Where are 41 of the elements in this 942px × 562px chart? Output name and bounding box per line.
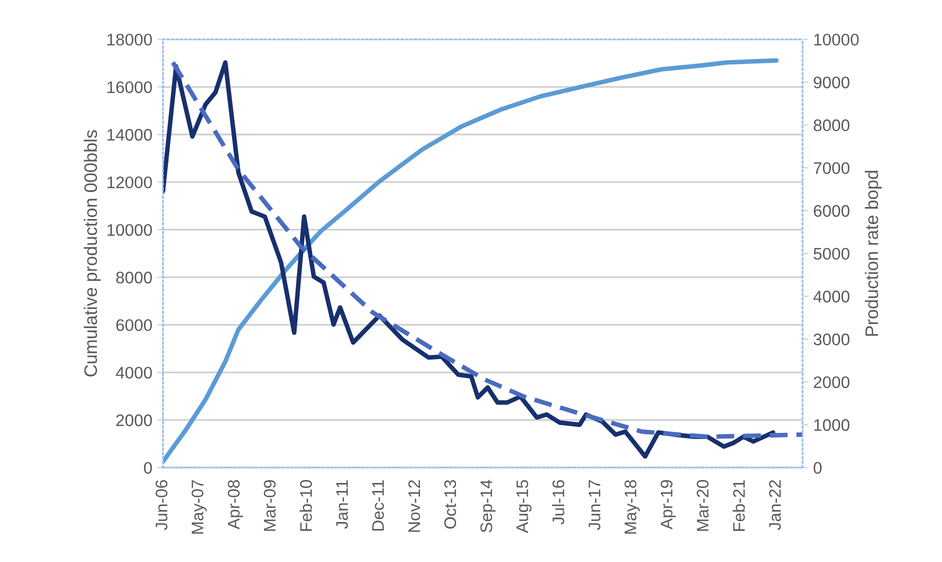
x-tick-label: Feb-21 [732, 480, 745, 531]
x-tick-label: Dec-11 [372, 480, 384, 531]
x-tick-label: Apr-19 [660, 480, 676, 530]
y2-tick-label: 4000 [813, 290, 850, 302]
y2-tick-label: 0 [814, 462, 822, 474]
x-tick-label: Jan-11 [336, 480, 348, 529]
x-tick-label: Jul-16 [552, 480, 564, 525]
y2-tick-label: 7000 [814, 162, 850, 174]
y2-tick-label: 6000 [814, 205, 850, 217]
y-tick-label: 14000 [107, 128, 152, 141]
x-tick-label: Sep-14 [480, 480, 496, 532]
y-tick-label: 4000 [116, 366, 152, 379]
y-axis-title: Cumulative production 000bbls [84, 130, 101, 376]
x-tick-label: Feb-10 [300, 480, 312, 531]
y2-tick-label: 5000 [814, 248, 850, 260]
x-tick-label: Aug-15 [516, 480, 532, 534]
x-tick-label: Mar-20 [696, 480, 709, 531]
y-tick-label: 6000 [116, 319, 152, 332]
y-tick-label: 2000 [116, 414, 152, 426]
x-tick-label: May-18 [624, 480, 640, 534]
x-tick-label: Apr-08 [228, 480, 243, 530]
x-tick-label: Jun-06 [156, 480, 168, 530]
y-tick-label: 10000 [107, 224, 152, 236]
y2-tick-label: 8000 [814, 119, 850, 132]
y2-tick-label: 10000 [814, 34, 859, 46]
y-tick-label: 8000 [116, 272, 152, 284]
y2-tick-label: 2000 [814, 376, 850, 388]
x-tick-label: Nov-12 [408, 480, 420, 532]
x-tick-label: May-07 [192, 480, 207, 534]
x-tick-label: Jun-17 [588, 480, 600, 530]
y-tick-label: 0 [144, 462, 152, 474]
y2-tick-label: 9000 [814, 76, 850, 88]
x-tick-label: Mar-09 [264, 480, 276, 531]
y-tick-label: 18000 [107, 34, 152, 46]
y2-tick-label: 1000 [814, 419, 850, 431]
x-tick-label: Oct-13 [444, 480, 456, 529]
y-tick-label: 16000 [107, 81, 152, 94]
x-tick-label: Jan-22 [769, 480, 781, 530]
y-tick-label: 12000 [107, 176, 152, 188]
y2-tick-label: 3000 [814, 334, 850, 346]
y2-axis-title: Production rate bopd [864, 170, 882, 336]
